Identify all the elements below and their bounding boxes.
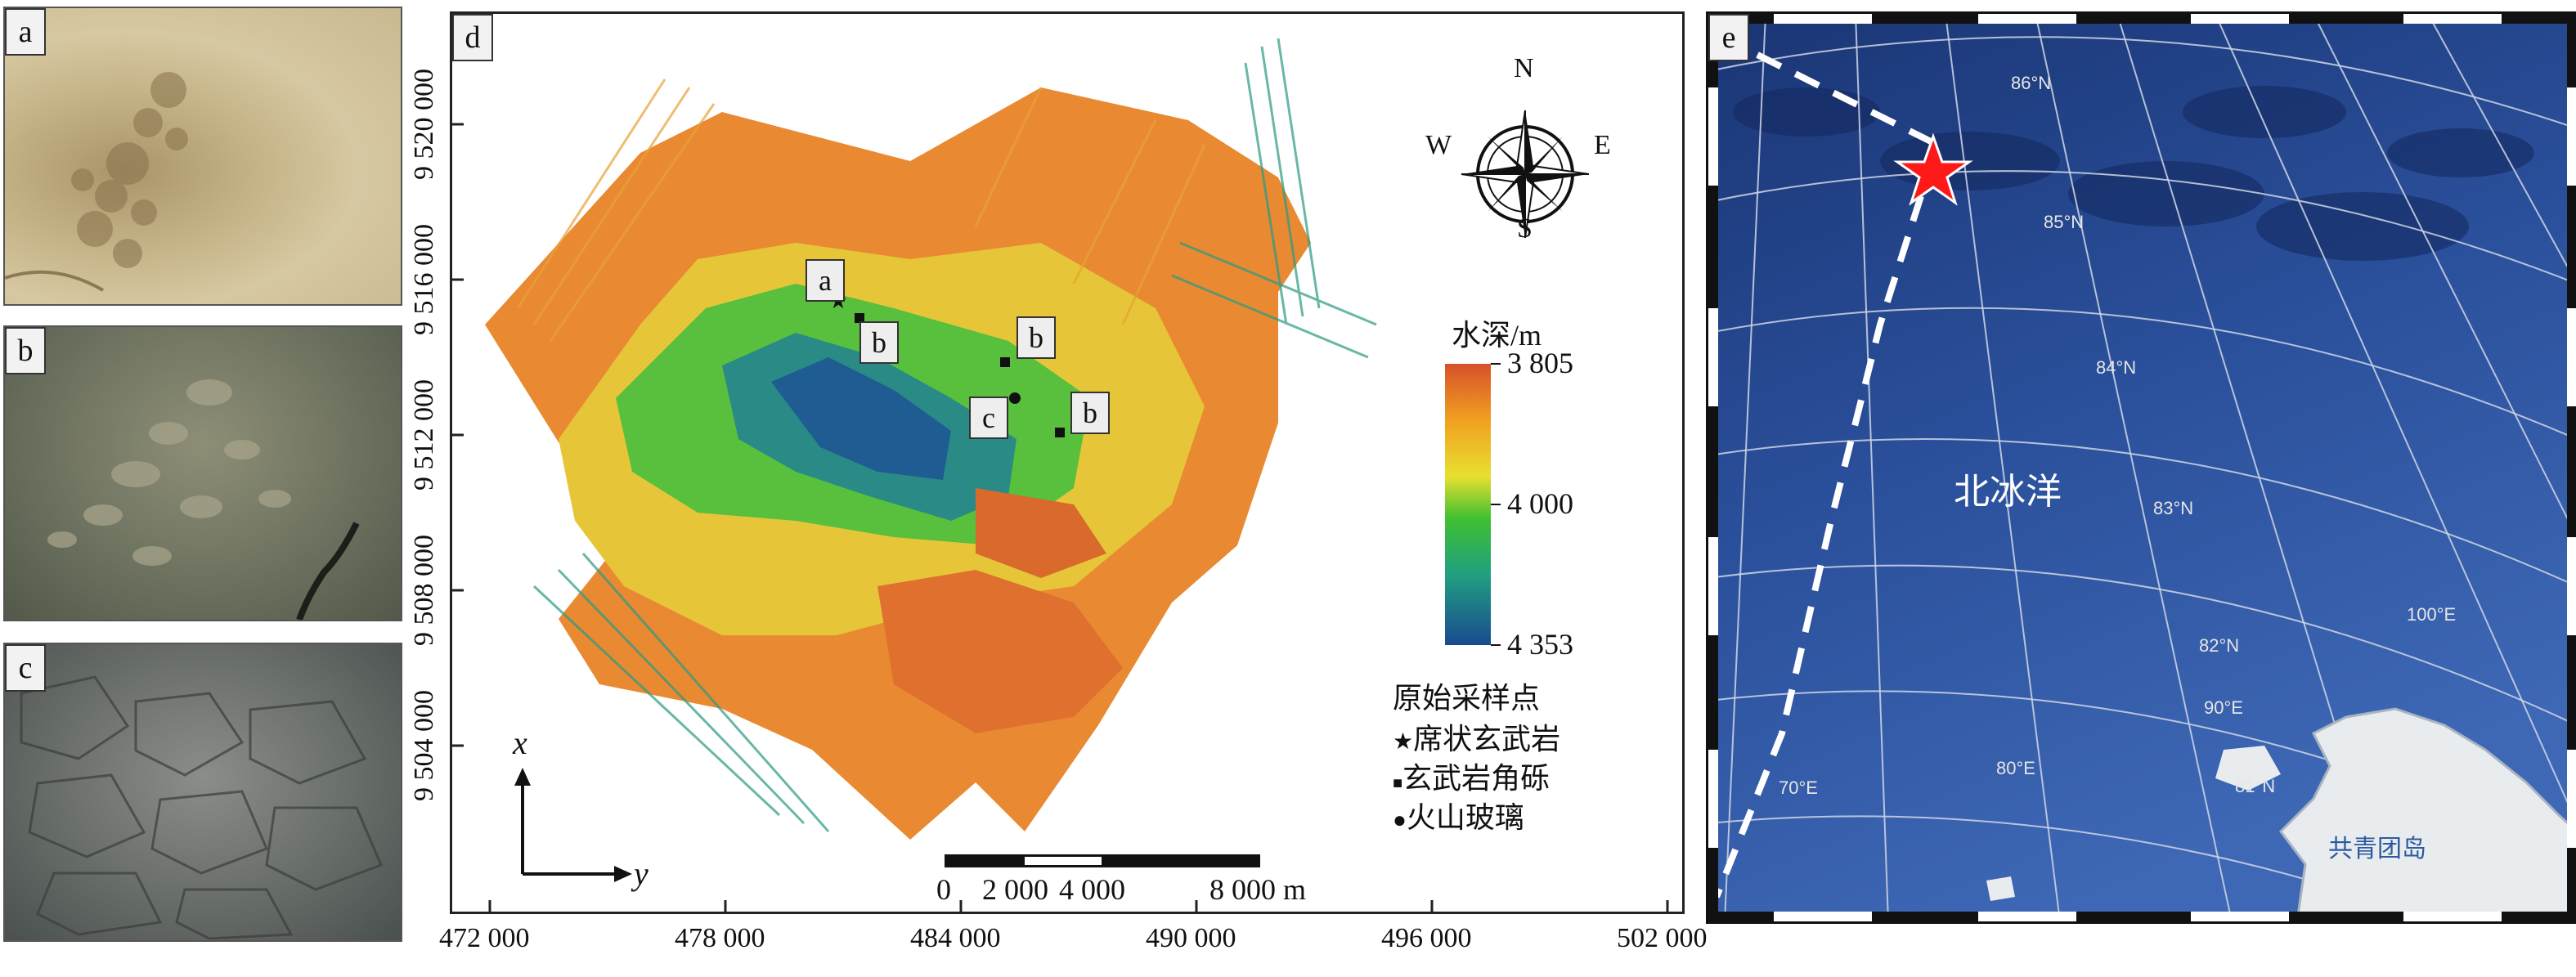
colorbar-title: 水深/m (1452, 319, 1542, 352)
colorbar-mid-label: 4 000 (1507, 487, 1573, 520)
y-tick-label: 9 520 000 (409, 69, 439, 180)
sample-dot-icon (1009, 392, 1021, 404)
sample-legend-item: ●火山玻璃 (1393, 801, 1524, 834)
site-label: b (1070, 392, 1110, 434)
colorbar-min-label: 4 353 (1507, 628, 1573, 661)
x-axis-arrow-label: x (513, 724, 527, 761)
lat-label: 82°N (2199, 635, 2239, 656)
square-icon: ■ (1393, 774, 1403, 792)
longitude-grid-lines (1724, 14, 2576, 921)
y-tick-label: 9 516 000 (409, 224, 439, 335)
island-label: 共青团岛 (2328, 835, 2426, 863)
sample-legend-title: 原始采样点 (1393, 682, 1541, 715)
compass-n-label: N (1514, 53, 1534, 83)
compass-rose-icon (1461, 110, 1590, 239)
site-label: c (969, 397, 1008, 439)
compass-e-label: E (1594, 130, 1611, 160)
x-tick-label: 472 000 (439, 923, 530, 953)
lat-label: 81°N (2235, 776, 2275, 796)
lon-label: 80°E (1996, 758, 2035, 778)
seafloor-photo-c: c (3, 643, 402, 942)
depth-colorbar (1445, 364, 1491, 645)
xy-axis-arrows (514, 768, 632, 882)
photo-label: c (5, 644, 46, 692)
y-tick-label: 9 508 000 (409, 535, 439, 646)
compass-w-label: W (1425, 130, 1452, 160)
x-tick-label: 484 000 (910, 923, 1001, 953)
island-shape (2279, 707, 2576, 921)
x-tick-label: 496 000 (1381, 923, 1472, 953)
scale-label: 0 (936, 873, 951, 906)
seafloor-photo-a: a (3, 7, 402, 306)
sample-square-icon (855, 313, 864, 323)
photo-label: a (5, 8, 46, 56)
scale-bar (945, 854, 1260, 867)
panel-label: e (1708, 14, 1749, 61)
lon-label: 90°E (2204, 697, 2243, 718)
site-label: a (806, 259, 845, 302)
ship-track-line (1713, 52, 1941, 899)
photo-label: b (5, 327, 46, 374)
site-label: b (859, 321, 899, 364)
lat-label: 86°N (2011, 73, 2051, 93)
study-site-star-icon (1893, 132, 1973, 206)
lon-label: 100°E (2407, 604, 2456, 625)
panel-label: d (452, 14, 493, 61)
sample-square-icon (1055, 428, 1065, 437)
compass-s-label: S (1517, 213, 1533, 244)
lat-label: 84°N (2096, 357, 2136, 378)
seafloor-photo-b: b (3, 325, 402, 621)
bathymetry-map-panel: ★ d 9 504 000 9 508 000 9 512 000 9 516 … (409, 11, 1708, 953)
x-tick-label: 478 000 (675, 923, 765, 953)
y-axis-arrow-label: y (634, 855, 648, 892)
sample-square-icon (1000, 357, 1010, 367)
circle-icon: ● (1393, 808, 1407, 833)
y-tick-label: 9 512 000 (409, 379, 439, 491)
lat-label: 85°N (2044, 212, 2084, 232)
lat-label: 83°N (2153, 498, 2193, 518)
site-label: b (1016, 316, 1056, 359)
sample-legend-item: ★席状玄武岩 (1393, 723, 1561, 755)
star-icon: ★ (1393, 729, 1414, 755)
scale-label: 8 000 m (1209, 873, 1307, 906)
bathymetry-surface (485, 38, 1377, 840)
arctic-location-map-panel: 86°N 85°N 84°N 83°N 82°N 81°N 70°E 80°E … (1706, 11, 2576, 924)
x-tick-label: 502 000 (1617, 923, 1708, 953)
lon-label: 70°E (1779, 778, 1818, 798)
sample-legend-item: ■玄武岩角砾 (1393, 762, 1551, 795)
scale-label: 4 000 (1059, 873, 1125, 906)
colorbar-max-label: 3 805 (1507, 347, 1573, 379)
x-tick-label: 490 000 (1146, 923, 1236, 953)
ocean-label: 北冰洋 (1954, 471, 2062, 513)
scale-label: 2 000 (982, 873, 1048, 906)
y-tick-label: 9 504 000 (409, 690, 439, 801)
